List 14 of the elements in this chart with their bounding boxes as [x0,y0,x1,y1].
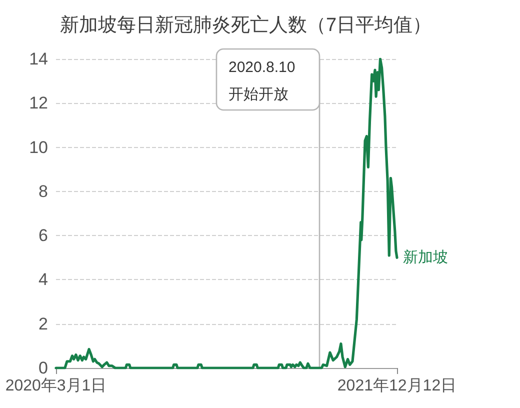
chart-title: 新加坡每日新冠肺炎死亡人数（7日平均值） [60,14,432,36]
y-tick-label: 6 [38,226,48,246]
y-tick-label: 2 [38,314,48,334]
y-tick-label: 10 [29,138,48,157]
y-tick-label: 8 [38,182,48,201]
y-tick-label: 12 [29,94,48,113]
y-tick-label: 4 [38,270,48,290]
x-tick-label: 2020年3月1日 [5,378,107,394]
ref-line-label: 2020.8.10 开始开放 [228,59,296,103]
y-tick-label: 14 [29,50,48,68]
x-tick-label: 2021年12月12日 [337,378,457,394]
line-series [54,58,398,370]
series-label: 新加坡 [403,249,448,266]
y-tick-label: 0 [38,358,48,378]
